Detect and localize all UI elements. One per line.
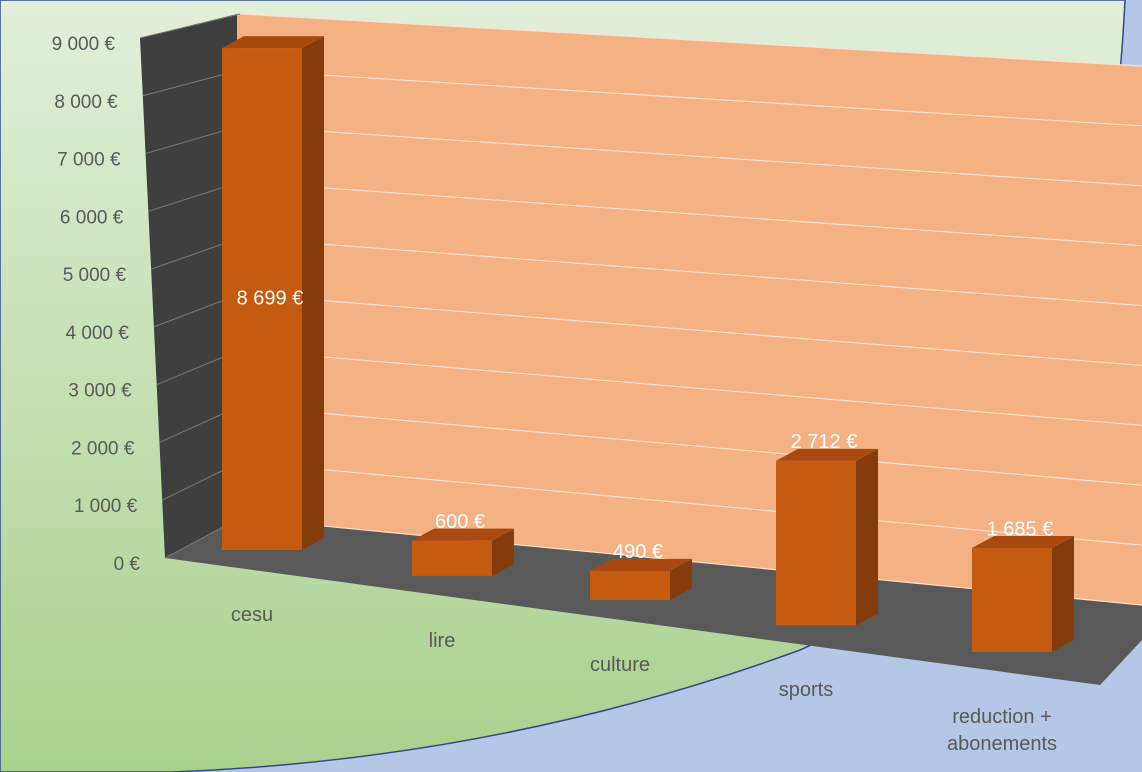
data-label: 8 699 € <box>237 287 304 309</box>
grid-line <box>239 13 1142 67</box>
grid-line <box>239 125 1142 187</box>
y-tick-label: 2 000 € <box>71 438 135 459</box>
grid-line <box>239 69 1142 127</box>
grid-line <box>239 181 1142 247</box>
bar <box>222 48 302 551</box>
bar <box>776 460 856 626</box>
data-label: 490 € <box>613 541 663 563</box>
y-tick-label: 3 000 € <box>68 381 132 402</box>
x-tick-label: lire <box>428 629 456 652</box>
data-label: 1 685 € <box>987 518 1054 540</box>
y-tick-label: 0 € <box>114 554 141 575</box>
y-tick-label: 9 000 € <box>52 34 116 55</box>
bar-side <box>1052 536 1074 652</box>
y-tick-label: 8 000 € <box>54 92 118 113</box>
bar-side <box>302 36 324 551</box>
y-tick-label: 6 000 € <box>60 207 124 228</box>
back-wall <box>237 14 1142 605</box>
data-label: 2 712 € <box>791 431 858 453</box>
side-grid-line <box>139 13 241 39</box>
bar-top <box>412 528 514 541</box>
x-tick-label: sports <box>778 679 834 702</box>
y-tick-label: 7 000 € <box>57 150 121 171</box>
grid-line <box>239 293 1142 367</box>
y-tick-label: 5 000 € <box>63 265 127 286</box>
bar-top <box>590 558 692 571</box>
bar <box>590 570 670 601</box>
bar <box>972 548 1052 652</box>
x-tick-label: culture <box>589 654 651 677</box>
floor <box>165 518 1142 685</box>
side-wall <box>140 14 240 558</box>
data-label: 600 € <box>435 511 485 533</box>
bar-top <box>972 536 1074 549</box>
grid-line <box>239 461 1142 546</box>
x-tick-label: cesu <box>230 604 274 626</box>
bar-side <box>856 448 878 626</box>
bar-top <box>776 448 878 461</box>
x-tick-label: reduction + abonements <box>946 706 1058 755</box>
bar-side <box>670 558 692 601</box>
grid-line <box>239 349 1142 426</box>
y-tick-label: 4 000 € <box>65 323 129 344</box>
bar <box>412 540 492 576</box>
bar-top <box>222 36 324 49</box>
grid-line <box>239 405 1142 486</box>
y-tick-label: 1 000 € <box>74 496 138 517</box>
grid-line <box>239 237 1142 307</box>
bar-side <box>492 528 514 576</box>
